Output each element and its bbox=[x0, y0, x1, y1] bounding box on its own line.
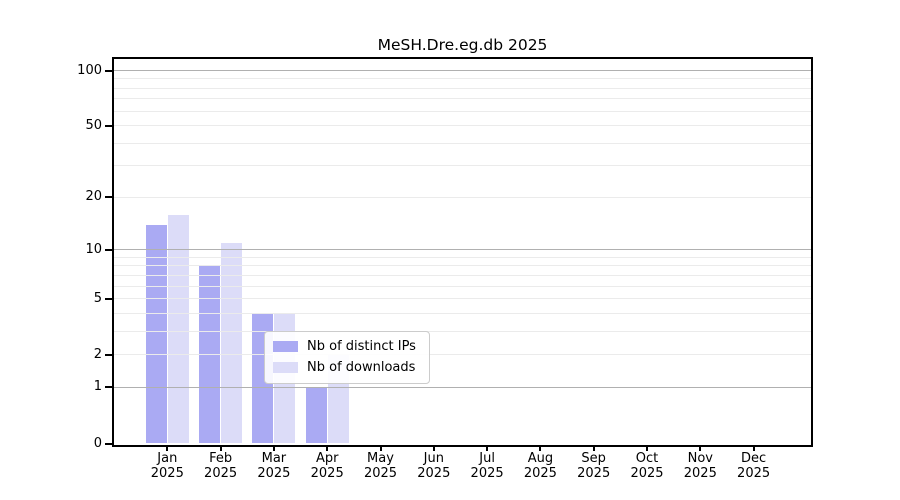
x-tick-mark bbox=[219, 445, 222, 451]
x-tick-label: Jan 2025 bbox=[127, 451, 207, 481]
y-tick-label: 2 bbox=[93, 346, 102, 362]
y-tick-label: 50 bbox=[85, 117, 102, 133]
y-tick-mark bbox=[105, 442, 114, 445]
legend-item-distinct-ips: Nb of distinct IPs bbox=[265, 336, 429, 357]
x-tick-month: Sep bbox=[581, 451, 606, 466]
gridline-minor bbox=[114, 265, 811, 267]
y-tick-label: 10 bbox=[85, 241, 102, 257]
y-tick-mark bbox=[105, 248, 114, 251]
x-tick-year: 2025 bbox=[417, 466, 451, 481]
gridline-minor bbox=[114, 312, 811, 314]
x-tick-label: Sep 2025 bbox=[554, 451, 634, 481]
x-tick-year: 2025 bbox=[150, 466, 184, 481]
gridline-major bbox=[114, 70, 811, 71]
x-tick-mark bbox=[699, 445, 702, 451]
x-tick-mark bbox=[432, 445, 435, 451]
x-tick-year: 2025 bbox=[310, 466, 344, 481]
chart-title: MeSH.Dre.eg.db 2025 bbox=[377, 36, 548, 54]
gridline-major bbox=[114, 249, 811, 251]
gridline-minor bbox=[114, 125, 811, 127]
x-tick-month: Jun bbox=[423, 451, 444, 466]
gridline-minor bbox=[114, 196, 811, 198]
x-tick-year: 2025 bbox=[470, 466, 504, 481]
x-tick-month: Aug bbox=[527, 451, 554, 466]
x-tick-label: Nov 2025 bbox=[660, 451, 740, 481]
legend-swatch-distinct-ips bbox=[273, 341, 298, 352]
x-tick-mark bbox=[326, 445, 329, 451]
x-tick-month: May bbox=[367, 451, 394, 466]
x-tick-year: 2025 bbox=[363, 466, 398, 481]
x-tick-mark bbox=[592, 445, 595, 451]
bar-distinct-ips-jan bbox=[145, 224, 167, 444]
x-tick-label: May 2025 bbox=[341, 451, 421, 481]
x-tick-year: 2025 bbox=[577, 466, 611, 481]
x-tick-year: 2025 bbox=[683, 466, 717, 481]
x-tick-year: 2025 bbox=[630, 466, 664, 481]
y-tick-label: 100 bbox=[77, 62, 102, 78]
legend-swatch-downloads bbox=[273, 362, 298, 373]
x-tick-year: 2025 bbox=[204, 466, 238, 481]
gridline-minor bbox=[114, 330, 811, 332]
gridline-minor bbox=[114, 165, 811, 167]
gridline-minor bbox=[114, 110, 811, 112]
gridline-minor bbox=[114, 87, 811, 89]
y-tick-label: 0 bbox=[93, 435, 102, 451]
gridline-minor bbox=[114, 298, 811, 300]
x-tick-month: Oct bbox=[635, 451, 659, 466]
y-tick-mark bbox=[105, 297, 114, 300]
gridline-minor bbox=[114, 142, 811, 144]
x-tick-label: Aug 2025 bbox=[500, 451, 580, 481]
plot-area: 0 1 2 5 10 20 50 100 Jan 2025 Feb 2025 Mar 2025 Apr 202… bbox=[77, 57, 813, 481]
x-tick-month: Nov bbox=[687, 451, 713, 466]
gridline-minor bbox=[114, 98, 811, 100]
x-tick-mark bbox=[486, 445, 489, 451]
x-tick-label: Jun 2025 bbox=[394, 451, 474, 481]
x-tick-mark bbox=[539, 445, 542, 451]
y-tick-label: 20 bbox=[85, 189, 102, 205]
gridline-minor bbox=[114, 285, 811, 287]
y-tick-mark bbox=[105, 124, 114, 127]
bar-distinct-ips-apr bbox=[305, 387, 327, 444]
legend-label-downloads: Nb of downloads bbox=[307, 360, 416, 375]
x-tick-month: Jan bbox=[157, 451, 178, 466]
x-tick-label: Oct 2025 bbox=[607, 451, 687, 481]
y-tick-mark bbox=[105, 196, 114, 199]
gridline-minor bbox=[114, 256, 811, 258]
legend: Nb of distinct IPs Nb of downloads bbox=[264, 331, 430, 384]
bar-downloads-jan bbox=[167, 214, 189, 444]
legend-item-downloads: Nb of downloads bbox=[265, 357, 429, 378]
x-tick-mark bbox=[272, 445, 275, 451]
bar-downloads-feb bbox=[221, 242, 243, 444]
y-tick-mark bbox=[105, 353, 114, 356]
x-tick-month: Feb bbox=[209, 451, 233, 466]
legend-label-distinct-ips: Nb of distinct IPs bbox=[307, 339, 416, 354]
x-tick-mark bbox=[646, 445, 648, 451]
x-tick-year: 2025 bbox=[737, 466, 771, 481]
x-tick-mark bbox=[166, 445, 169, 451]
x-tick-label: Apr 2025 bbox=[287, 451, 367, 481]
gridline-minor bbox=[114, 274, 811, 276]
x-tick-label: Dec 2025 bbox=[714, 451, 794, 481]
x-tick-mark bbox=[752, 445, 755, 451]
x-tick-mark bbox=[379, 445, 382, 451]
x-tick-year: 2025 bbox=[257, 466, 291, 481]
gridline-major bbox=[114, 386, 811, 388]
x-tick-month: Mar bbox=[261, 451, 287, 466]
y-tick-mark bbox=[105, 69, 114, 72]
x-tick-label: Mar 2025 bbox=[234, 451, 314, 481]
x-tick-month: Jul bbox=[479, 451, 495, 466]
x-tick-label: Feb 2025 bbox=[181, 451, 261, 481]
x-tick-month: Dec bbox=[741, 451, 767, 466]
gridline-minor bbox=[114, 354, 811, 356]
gridline-minor bbox=[114, 78, 811, 80]
y-tick-label: 5 bbox=[93, 290, 102, 306]
x-tick-label: Jul 2025 bbox=[447, 451, 527, 481]
x-tick-year: 2025 bbox=[523, 466, 557, 481]
y-tick-mark bbox=[105, 386, 114, 389]
y-tick-label: 1 bbox=[93, 379, 102, 395]
x-tick-month: Apr bbox=[315, 451, 339, 466]
